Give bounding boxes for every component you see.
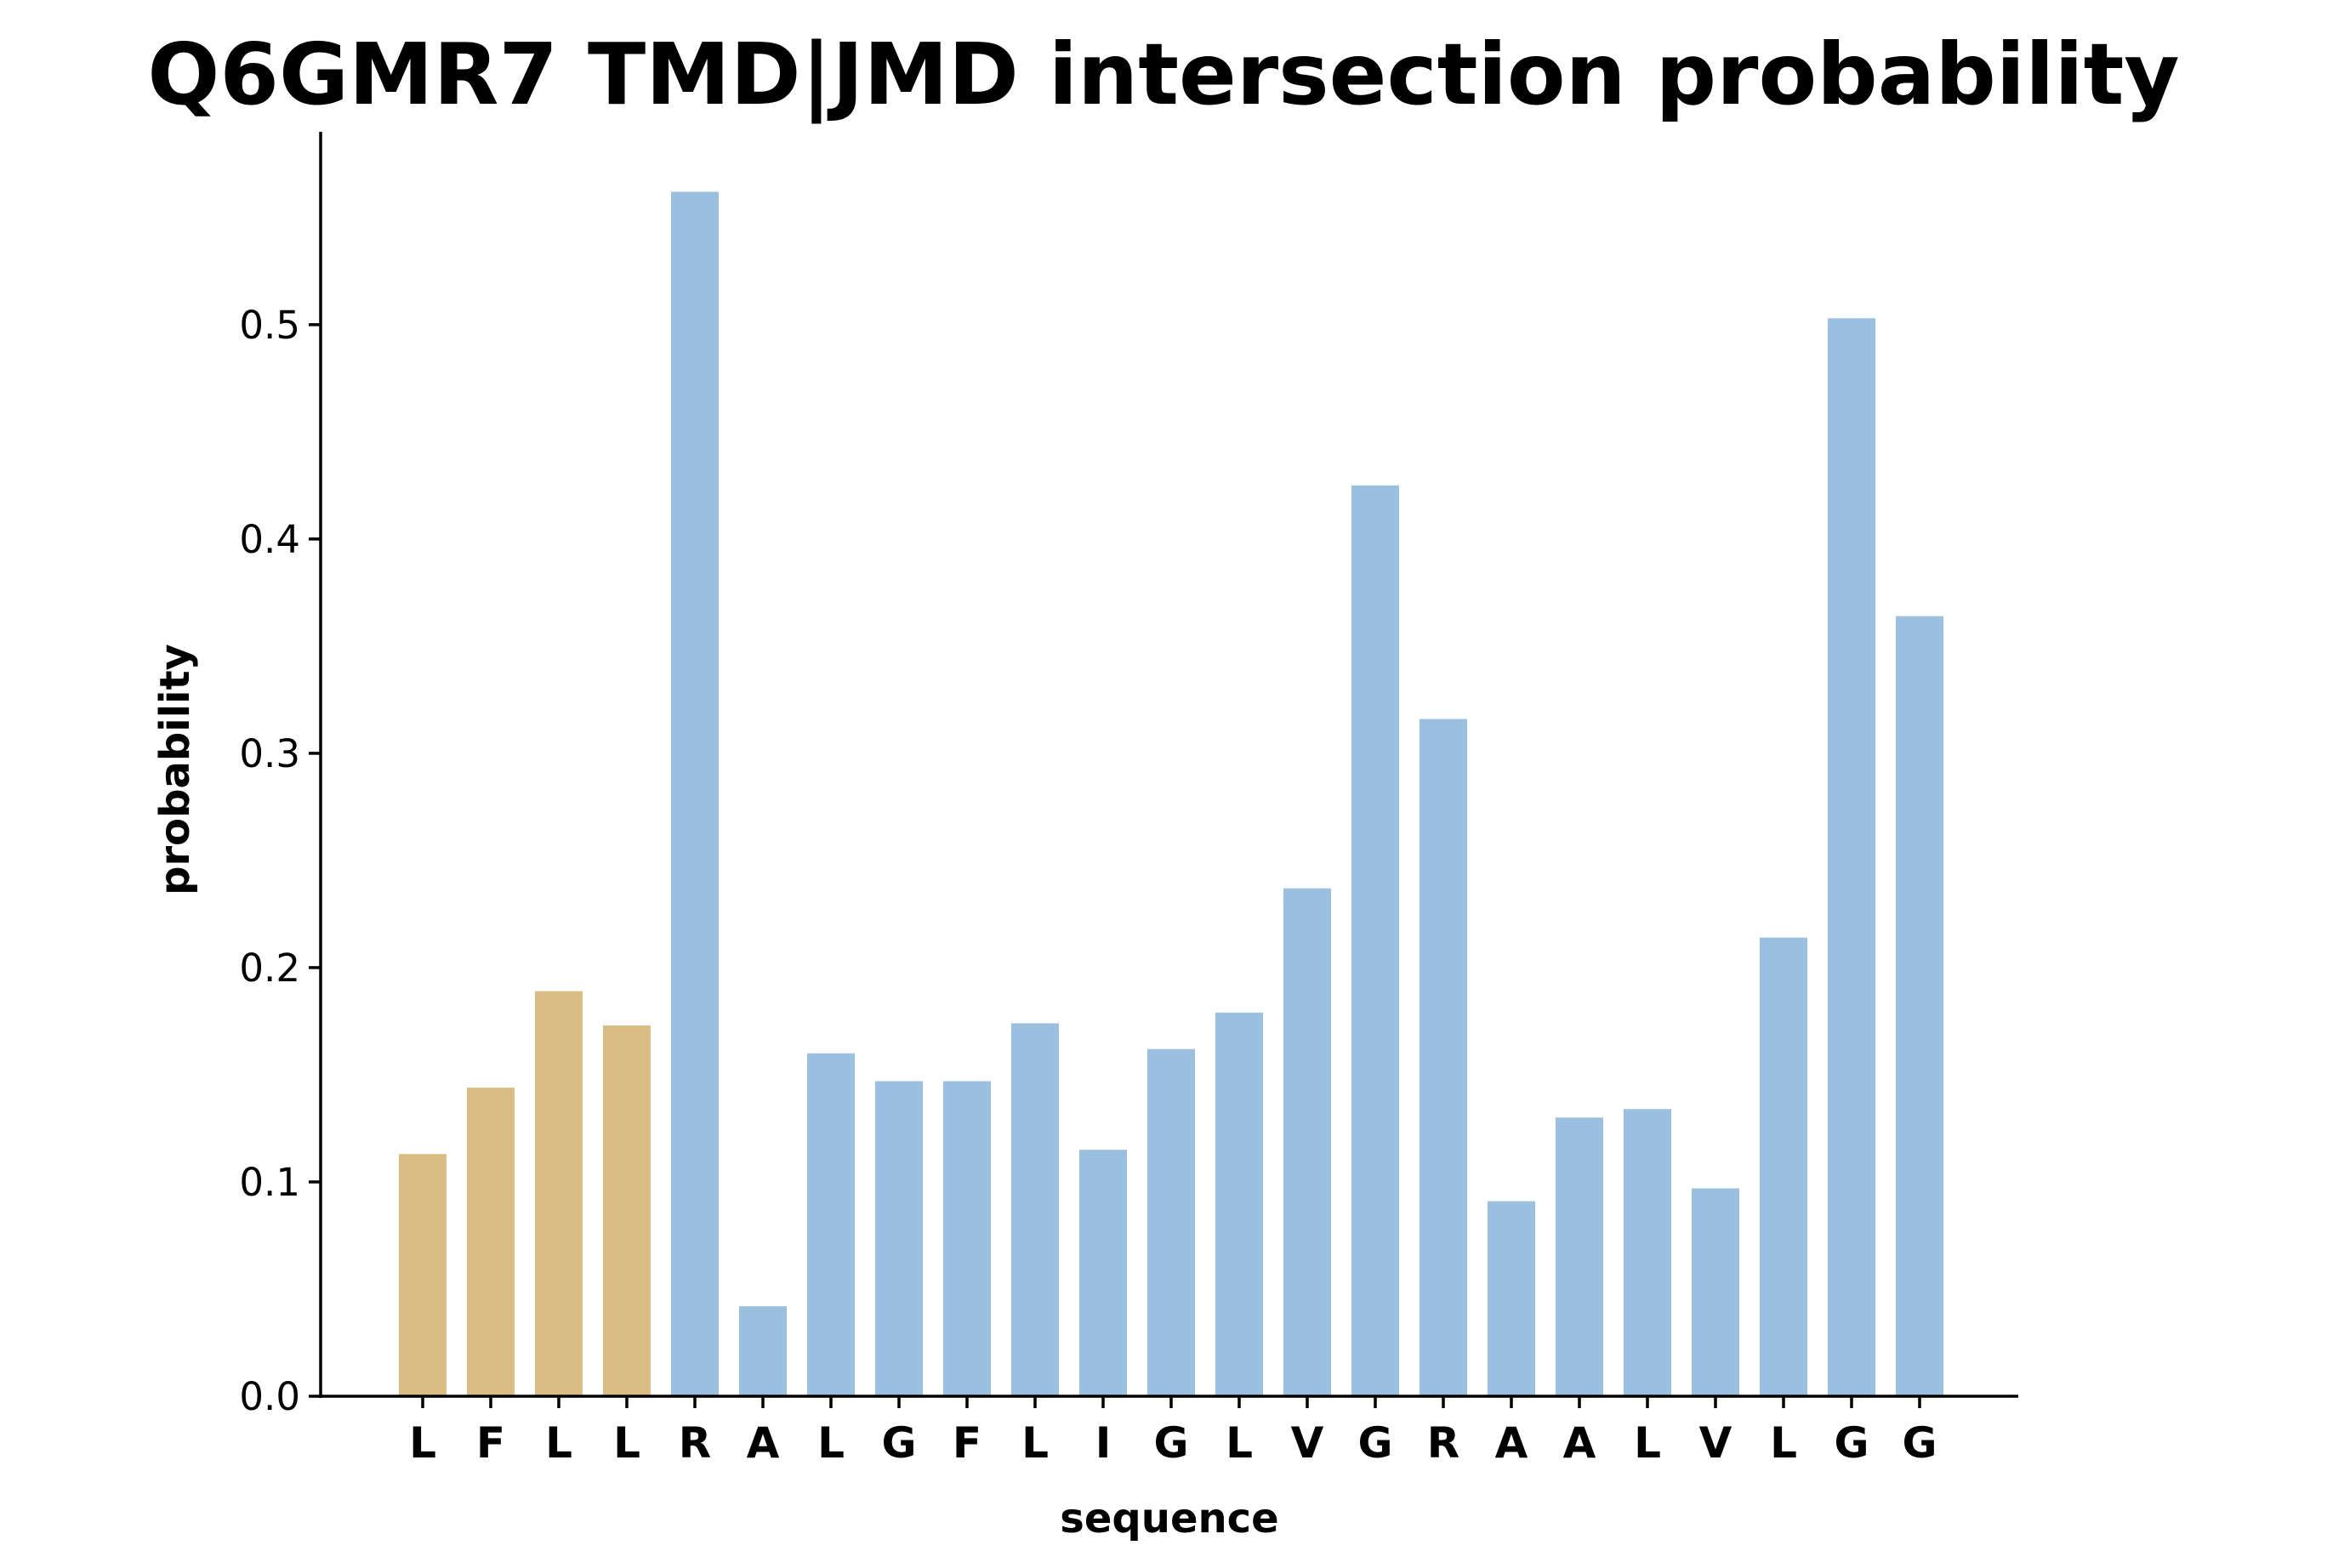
x-tick-label-8: G (881, 1418, 916, 1468)
bar-1 (399, 1154, 447, 1396)
x-tick-label-9: F (953, 1418, 981, 1468)
x-tick-label-21: L (1770, 1418, 1797, 1468)
x-tick-label-1: L (409, 1418, 436, 1468)
bar-14 (1283, 888, 1331, 1396)
bar-23 (1896, 616, 1943, 1396)
x-tick-label-17: A (1495, 1418, 1528, 1468)
bar-3 (535, 991, 583, 1396)
x-tick-label-13: L (1226, 1418, 1253, 1468)
x-tick-label-23: G (1902, 1418, 1937, 1468)
x-tick-label-20: V (1699, 1418, 1732, 1468)
bar-20 (1692, 1188, 1739, 1396)
x-tick-label-19: L (1634, 1418, 1661, 1468)
bar-4 (603, 1025, 651, 1396)
x-tick-label-12: G (1153, 1418, 1188, 1468)
bar-22 (1828, 318, 1875, 1396)
bars-group (399, 191, 1943, 1397)
x-tick-label-4: L (613, 1418, 640, 1468)
bar-15 (1351, 485, 1399, 1396)
x-tick-label-2: F (476, 1418, 505, 1468)
x-tick-label-15: G (1357, 1418, 1392, 1468)
bar-8 (875, 1081, 923, 1396)
x-tick-label-11: I (1095, 1418, 1112, 1468)
x-tick-label-14: V (1291, 1418, 1324, 1468)
x-axis-label: sequence (1060, 1495, 1278, 1542)
bar-18 (1556, 1117, 1603, 1396)
x-tick-label-16: R (1427, 1418, 1460, 1468)
bar-10 (1011, 1023, 1059, 1396)
x-tick-label-18: A (1563, 1418, 1596, 1468)
bar-21 (1760, 937, 1807, 1396)
x-tick-label-5: R (679, 1418, 712, 1468)
bar-13 (1215, 1012, 1263, 1396)
y-tick-label-3: 0.2 (239, 946, 300, 991)
y-axis-label: probability (151, 644, 199, 895)
bar-5 (671, 191, 719, 1397)
bar-16 (1420, 719, 1467, 1396)
bar-7 (807, 1053, 855, 1396)
x-tick-label-10: L (1021, 1418, 1049, 1468)
x-tick-label-22: G (1834, 1418, 1869, 1468)
y-tick-label-5: 0.4 (239, 517, 300, 562)
x-tick-label-7: L (817, 1418, 845, 1468)
bar-9 (943, 1081, 991, 1396)
bar-11 (1079, 1150, 1127, 1396)
y-tick-label-1: 0.0 (239, 1374, 300, 1419)
bar-6 (739, 1306, 787, 1396)
bar-17 (1488, 1201, 1535, 1396)
y-ticks-group: 0.0 0.1 0.2 0.3 0.4 0.5 (239, 303, 321, 1419)
chart-title: Q6GMR7 TMD|JMD intersection probability (147, 25, 2179, 124)
x-tick-label-6: A (747, 1418, 780, 1468)
x-tick-label-3: L (545, 1418, 572, 1468)
bar-12 (1147, 1048, 1195, 1396)
bar-2 (467, 1088, 515, 1396)
y-tick-label-2: 0.1 (239, 1160, 300, 1205)
bar-19 (1624, 1109, 1671, 1396)
y-tick-label-4: 0.3 (239, 731, 300, 776)
y-tick-label-6: 0.5 (239, 303, 300, 348)
